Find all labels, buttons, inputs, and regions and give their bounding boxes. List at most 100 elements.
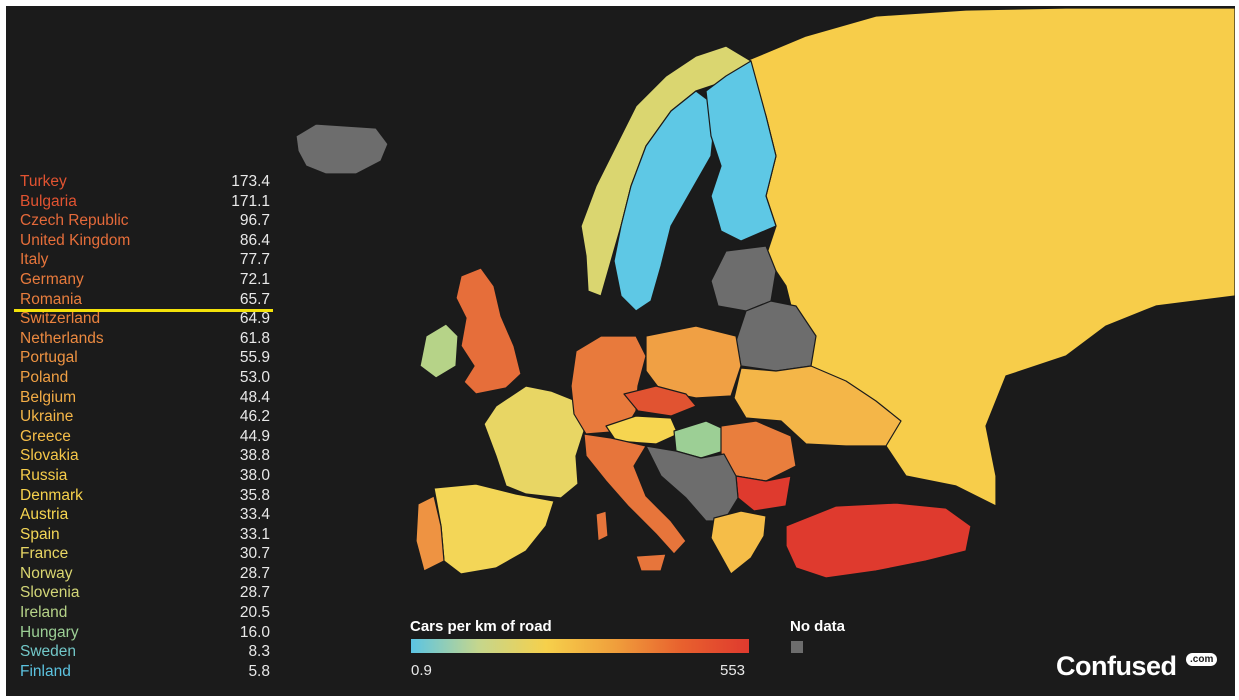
no-data-label: No data xyxy=(790,618,846,635)
region-greece xyxy=(710,510,767,575)
region-france xyxy=(483,385,585,499)
country-name: Germany xyxy=(20,270,84,288)
country-value: 38.0 xyxy=(239,466,270,484)
country-name: Finland xyxy=(20,662,71,680)
country-name: Norway xyxy=(20,564,73,582)
country-value: 86.4 xyxy=(239,231,270,249)
country-name: Portugal xyxy=(20,349,78,367)
brand-logo-suffix: .com xyxy=(1186,653,1218,666)
country-value: 20.5 xyxy=(239,604,270,622)
region-portugal xyxy=(415,495,445,572)
country-row: Netherlands 61.8 xyxy=(20,329,270,349)
country-value: 61.8 xyxy=(239,329,270,347)
region-italy xyxy=(583,433,687,555)
country-name: Russia xyxy=(20,466,68,484)
region-bulgaria xyxy=(735,475,792,512)
europe-map xyxy=(295,7,1235,579)
country-name: Slovakia xyxy=(20,447,79,465)
country-row: United Kingdom 86.4 xyxy=(20,231,270,251)
country-name: Bulgaria xyxy=(20,192,77,210)
region-ireland xyxy=(419,323,459,379)
country-value: 35.8 xyxy=(239,486,270,504)
no-data-swatch xyxy=(791,641,803,653)
country-name: Denmark xyxy=(20,486,83,504)
legend-title: Cars per km of road xyxy=(410,618,552,635)
country-row: Romania 65.7 xyxy=(20,290,270,310)
legend-color-gradient xyxy=(411,639,749,653)
country-value: 48.4 xyxy=(239,388,270,406)
region-balkans xyxy=(645,445,739,522)
country-name: Sweden xyxy=(20,643,77,661)
region-sicily xyxy=(635,553,667,572)
country-row: Slovakia 38.8 xyxy=(20,446,270,466)
country-value: 173.4 xyxy=(231,173,270,190)
country-value: 28.7 xyxy=(239,584,270,602)
region-czech-republic xyxy=(623,385,697,417)
country-row: Spain 33.1 xyxy=(20,525,270,545)
country-row: Portugal 55.9 xyxy=(20,348,270,368)
country-name: Poland xyxy=(20,368,69,386)
legend-min-value: 0.9 xyxy=(411,662,432,679)
country-name: Italy xyxy=(20,251,49,269)
brand-logo: Confused xyxy=(1056,651,1177,681)
region-poland xyxy=(645,325,742,399)
country-value: 55.9 xyxy=(239,349,270,367)
country-row: Austria 33.4 xyxy=(20,505,270,525)
country-name: Ukraine xyxy=(20,408,74,426)
country-value: 46.2 xyxy=(239,408,270,426)
country-row: Germany 72.1 xyxy=(20,270,270,290)
romania-highlight-underline xyxy=(14,309,273,312)
region-iceland xyxy=(295,123,389,175)
country-name: Belgium xyxy=(20,388,76,406)
country-name: Spain xyxy=(20,525,60,543)
country-name: Hungary xyxy=(20,623,79,641)
region-russia xyxy=(745,7,1235,507)
country-row: Russia 38.0 xyxy=(20,466,270,486)
country-value: 28.7 xyxy=(239,564,270,582)
country-value: 96.7 xyxy=(239,212,270,230)
region-ukraine xyxy=(733,365,902,447)
country-row: Switzerland 64.9 xyxy=(20,309,270,329)
country-row: Hungary 16.0 xyxy=(20,623,270,643)
country-ranking-list: Turkey 173.4 Bulgaria 171.1 Czech Republic 96… xyxy=(20,172,270,681)
country-value: 33.1 xyxy=(239,525,270,543)
country-row: Slovenia 28.7 xyxy=(20,583,270,603)
country-value: 77.7 xyxy=(239,251,270,269)
country-name: Netherlands xyxy=(20,329,104,347)
country-name: Turkey xyxy=(20,173,67,190)
country-value: 38.8 xyxy=(239,447,270,465)
country-value: 33.4 xyxy=(239,506,270,524)
region-spain xyxy=(433,483,555,575)
country-name: United Kingdom xyxy=(20,231,131,249)
country-value: 16.0 xyxy=(239,623,270,641)
country-row: Poland 53.0 xyxy=(20,368,270,388)
country-name: Ireland xyxy=(20,604,68,622)
country-row: Sweden 8.3 xyxy=(20,642,270,662)
country-row: Belgium 48.4 xyxy=(20,388,270,408)
country-row: France 30.7 xyxy=(20,544,270,564)
region-baltics xyxy=(710,245,777,312)
region-uk xyxy=(455,267,522,395)
country-value: 171.1 xyxy=(231,192,270,210)
country-row: Finland 5.8 xyxy=(20,662,270,682)
country-row: Turkey 173.4 xyxy=(20,172,270,192)
country-value: 53.0 xyxy=(239,368,270,386)
country-value: 30.7 xyxy=(239,545,270,563)
region-sardinia xyxy=(595,510,609,542)
country-name: Austria xyxy=(20,506,69,524)
country-row: Ukraine 46.2 xyxy=(20,407,270,427)
country-value: 5.8 xyxy=(248,662,270,680)
region-sweden xyxy=(613,90,717,312)
legend-max-value: 553 xyxy=(720,662,746,679)
country-name: Slovenia xyxy=(20,584,80,602)
map-infographic: Turkey 173.4 Bulgaria 171.1 Czech Republic 96… xyxy=(6,6,1235,696)
country-value: 64.9 xyxy=(239,310,270,328)
country-row: Denmark 35.8 xyxy=(20,486,270,506)
country-row: Greece 44.9 xyxy=(20,427,270,447)
country-value: 8.3 xyxy=(248,643,270,661)
country-name: France xyxy=(20,545,69,563)
country-name: Switzerland xyxy=(20,310,101,328)
country-value: 65.7 xyxy=(239,290,270,308)
country-row: Ireland 20.5 xyxy=(20,603,270,623)
country-name: Greece xyxy=(20,427,71,445)
